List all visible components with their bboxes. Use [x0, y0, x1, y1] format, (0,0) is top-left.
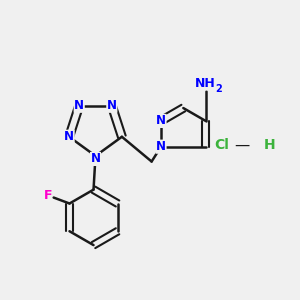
Text: N: N	[107, 99, 117, 112]
Text: NH: NH	[195, 77, 216, 90]
Text: 2: 2	[215, 84, 222, 94]
Text: N: N	[91, 152, 100, 165]
Text: N: N	[64, 130, 74, 143]
Text: N: N	[156, 114, 166, 128]
Text: H: H	[264, 138, 276, 152]
Text: —: —	[235, 137, 250, 152]
Text: F: F	[44, 189, 52, 202]
Text: N: N	[74, 99, 84, 112]
Text: Cl: Cl	[214, 138, 229, 152]
Text: N: N	[156, 140, 166, 153]
